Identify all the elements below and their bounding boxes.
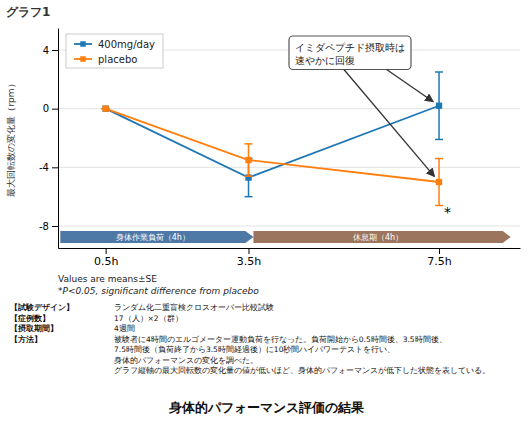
marker bbox=[102, 106, 108, 112]
phase-label: 休息期（4h） bbox=[353, 233, 403, 242]
marker bbox=[436, 179, 442, 185]
error-bar bbox=[435, 159, 443, 206]
info-line: 17（人）×2（群） bbox=[114, 314, 183, 323]
x-tick-mark bbox=[106, 248, 107, 254]
phases: 身体作業負荷（4h） 休息期（4h） bbox=[60, 231, 510, 243]
marker bbox=[245, 157, 251, 163]
callout-box bbox=[289, 36, 411, 70]
y-tick-label: -4 bbox=[39, 162, 49, 173]
info-content: ランダム化二重盲検クロスオーバー比較試験 bbox=[114, 303, 274, 312]
legend-item: placebo bbox=[74, 54, 137, 65]
x-axis-line bbox=[59, 248, 521, 249]
y-axis-line bbox=[58, 29, 59, 249]
series-line bbox=[106, 106, 439, 178]
y-tick-label: 4 bbox=[43, 45, 49, 56]
legend-swatch-marker bbox=[80, 41, 85, 46]
x-axis: 0.5h 3.5h 7.5h bbox=[59, 248, 521, 268]
title: グラフ1 bbox=[6, 5, 50, 19]
marker bbox=[436, 103, 442, 109]
y-axis: -8 -4 0 4 bbox=[39, 29, 58, 249]
chart: グラフ1 -8 -4 0 4 0.5h 3.5h 7.5h 最大回転数の変化量（rpm） 身体作業… bbox=[0, 0, 532, 428]
marker bbox=[102, 106, 108, 112]
phase-label: 身体作業負荷（4h） bbox=[116, 233, 190, 242]
y-tick: -4 bbox=[39, 162, 58, 173]
callout-arrow bbox=[387, 70, 434, 102]
info-label: 【方法】 bbox=[10, 334, 42, 344]
grid-line bbox=[58, 167, 520, 168]
error-bar-cap bbox=[435, 158, 443, 160]
callout-line: イミダペプチド摂取時は bbox=[295, 42, 405, 53]
error-bar-cap bbox=[435, 71, 443, 73]
y-tick: -8 bbox=[39, 221, 58, 232]
callout-line: 速やかに回復 bbox=[295, 55, 355, 66]
error-bar-cap bbox=[245, 143, 253, 145]
phase-bar bbox=[60, 231, 253, 243]
callout: イミダペプチド摂取時は速やかに回復 bbox=[289, 36, 411, 70]
info-content: 被験者に4時間のエルゴメーター運動負荷を行なった。負荷開始から0.5時間後、3.… bbox=[114, 335, 490, 376]
note: Values are means±SE bbox=[58, 274, 157, 284]
marker bbox=[245, 174, 251, 180]
callout-text: イミダペプチド摂取時は速やかに回復 bbox=[295, 42, 405, 66]
y-tick: 0 bbox=[43, 103, 58, 114]
note: *P<0.05, significant difference from pla… bbox=[58, 286, 259, 296]
info-label: 【試験デザイン】 bbox=[10, 303, 74, 312]
series bbox=[102, 106, 443, 206]
x-tick-label: 0.5h bbox=[94, 255, 118, 268]
legend-swatch-marker bbox=[80, 56, 85, 61]
info-line: 4週間 bbox=[114, 324, 135, 333]
legend-label: 400mg/day bbox=[98, 39, 155, 50]
legend-items: 400mg/day placebo bbox=[74, 39, 155, 65]
legend-label: placebo bbox=[98, 54, 137, 65]
legend: 400mg/day placebo bbox=[66, 34, 163, 68]
y-tick: 4 bbox=[43, 45, 58, 56]
phase-bar bbox=[253, 231, 510, 243]
y-tick-label: -8 bbox=[39, 221, 49, 232]
error-bar-cap bbox=[435, 205, 443, 207]
info-line: 身体的パフォーマンスの変化を調べた。 bbox=[114, 356, 258, 365]
significance-mark: * bbox=[444, 204, 451, 220]
x-tick-label: 3.5h bbox=[237, 255, 261, 268]
error-bar bbox=[435, 72, 443, 139]
info-content: 4週間 bbox=[114, 324, 135, 333]
legend-item: 400mg/day bbox=[74, 39, 155, 50]
x-tick: 3.5h bbox=[237, 248, 261, 268]
info-line: グラフ縦軸の最大回転数の変化量の値が低いほど、身体的パフォーマンスが低下した状態… bbox=[114, 366, 490, 375]
grid-line bbox=[58, 226, 520, 227]
x-tick-label: 7.5h bbox=[427, 255, 451, 268]
x-tick: 7.5h bbox=[427, 248, 451, 268]
info-line: 被験者に4時間のエルゴメーター運動負荷を行なった。負荷開始から0.5時間後、3.… bbox=[114, 335, 447, 344]
error-bar-cap bbox=[245, 196, 253, 198]
legend-box bbox=[66, 34, 163, 68]
y-tick-mark bbox=[52, 50, 58, 51]
callout-arrow bbox=[344, 70, 435, 177]
series-line bbox=[106, 109, 439, 182]
info-label: 【摂取期間】 bbox=[10, 324, 58, 333]
plot-area bbox=[102, 72, 443, 205]
y-tick-mark bbox=[52, 109, 58, 110]
x-tick-mark bbox=[249, 248, 250, 254]
y-tick-label: 0 bbox=[43, 103, 49, 114]
x-tick-mark bbox=[439, 248, 440, 254]
y-axis-title: 最大回転数の変化量（rpm） bbox=[6, 79, 16, 196]
series bbox=[102, 72, 443, 197]
info-label: 【症例数】 bbox=[10, 314, 50, 323]
error-bar-cap bbox=[435, 139, 443, 141]
x-tick: 0.5h bbox=[94, 248, 118, 268]
annotations: イミダペプチド摂取時は速やかに回復 * bbox=[289, 36, 451, 220]
footer: 身体的パフォーマンス評価の結果 bbox=[168, 400, 365, 415]
info-line: 7.5時間後（負荷終了から3.5時間経過後）に10秒間ハイパワーテストを行い、 bbox=[114, 345, 395, 354]
y-tick-mark bbox=[52, 167, 58, 168]
error-bar bbox=[245, 144, 253, 176]
info-line: ランダム化二重盲検クロスオーバー比較試験 bbox=[114, 303, 274, 312]
y-tick-mark bbox=[52, 226, 58, 227]
grid bbox=[58, 50, 520, 226]
error-bar-cap bbox=[245, 175, 253, 177]
grid-line bbox=[58, 108, 520, 109]
info-content: 17（人）×2（群） bbox=[114, 314, 183, 323]
